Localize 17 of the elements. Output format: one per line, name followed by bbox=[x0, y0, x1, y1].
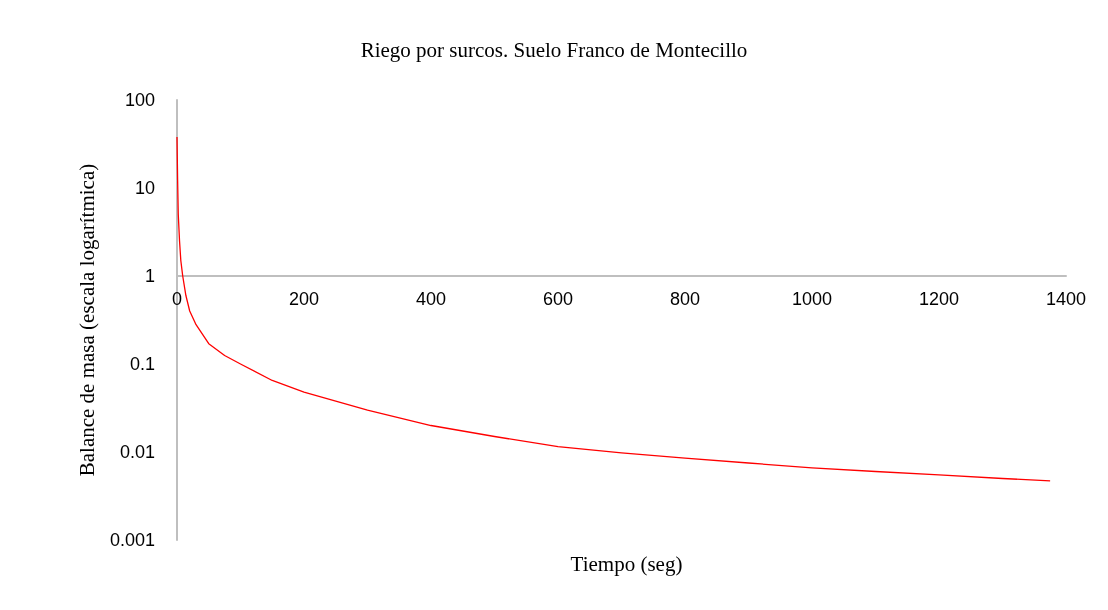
y-tick-label: 0.01 bbox=[119, 442, 155, 462]
x-tick-label: 600 bbox=[542, 289, 574, 309]
y-tick-label: 1 bbox=[144, 266, 155, 286]
x-tick-label: 800 bbox=[669, 289, 701, 309]
x-tick-label: 0 bbox=[171, 289, 183, 309]
y-axis-title: Balance de masa (escala logarítmica) bbox=[74, 163, 99, 477]
y-tick-label: 0.1 bbox=[129, 354, 155, 374]
x-tick-label: 200 bbox=[288, 289, 320, 309]
x-tick-label: 1200 bbox=[918, 289, 960, 309]
x-tick-label: 1000 bbox=[791, 289, 833, 309]
chart-title: Riego por surcos. Suelo Franco de Montecillo bbox=[360, 37, 748, 62]
x-tick-label: 1400 bbox=[1045, 289, 1087, 309]
x-tick-label: 400 bbox=[415, 289, 447, 309]
y-tick-label: 0.001 bbox=[109, 530, 155, 550]
y-tick-label: 10 bbox=[134, 178, 155, 198]
x-axis-title: Tiempo (seg) bbox=[570, 551, 683, 576]
y-tick-label: 100 bbox=[124, 90, 155, 110]
